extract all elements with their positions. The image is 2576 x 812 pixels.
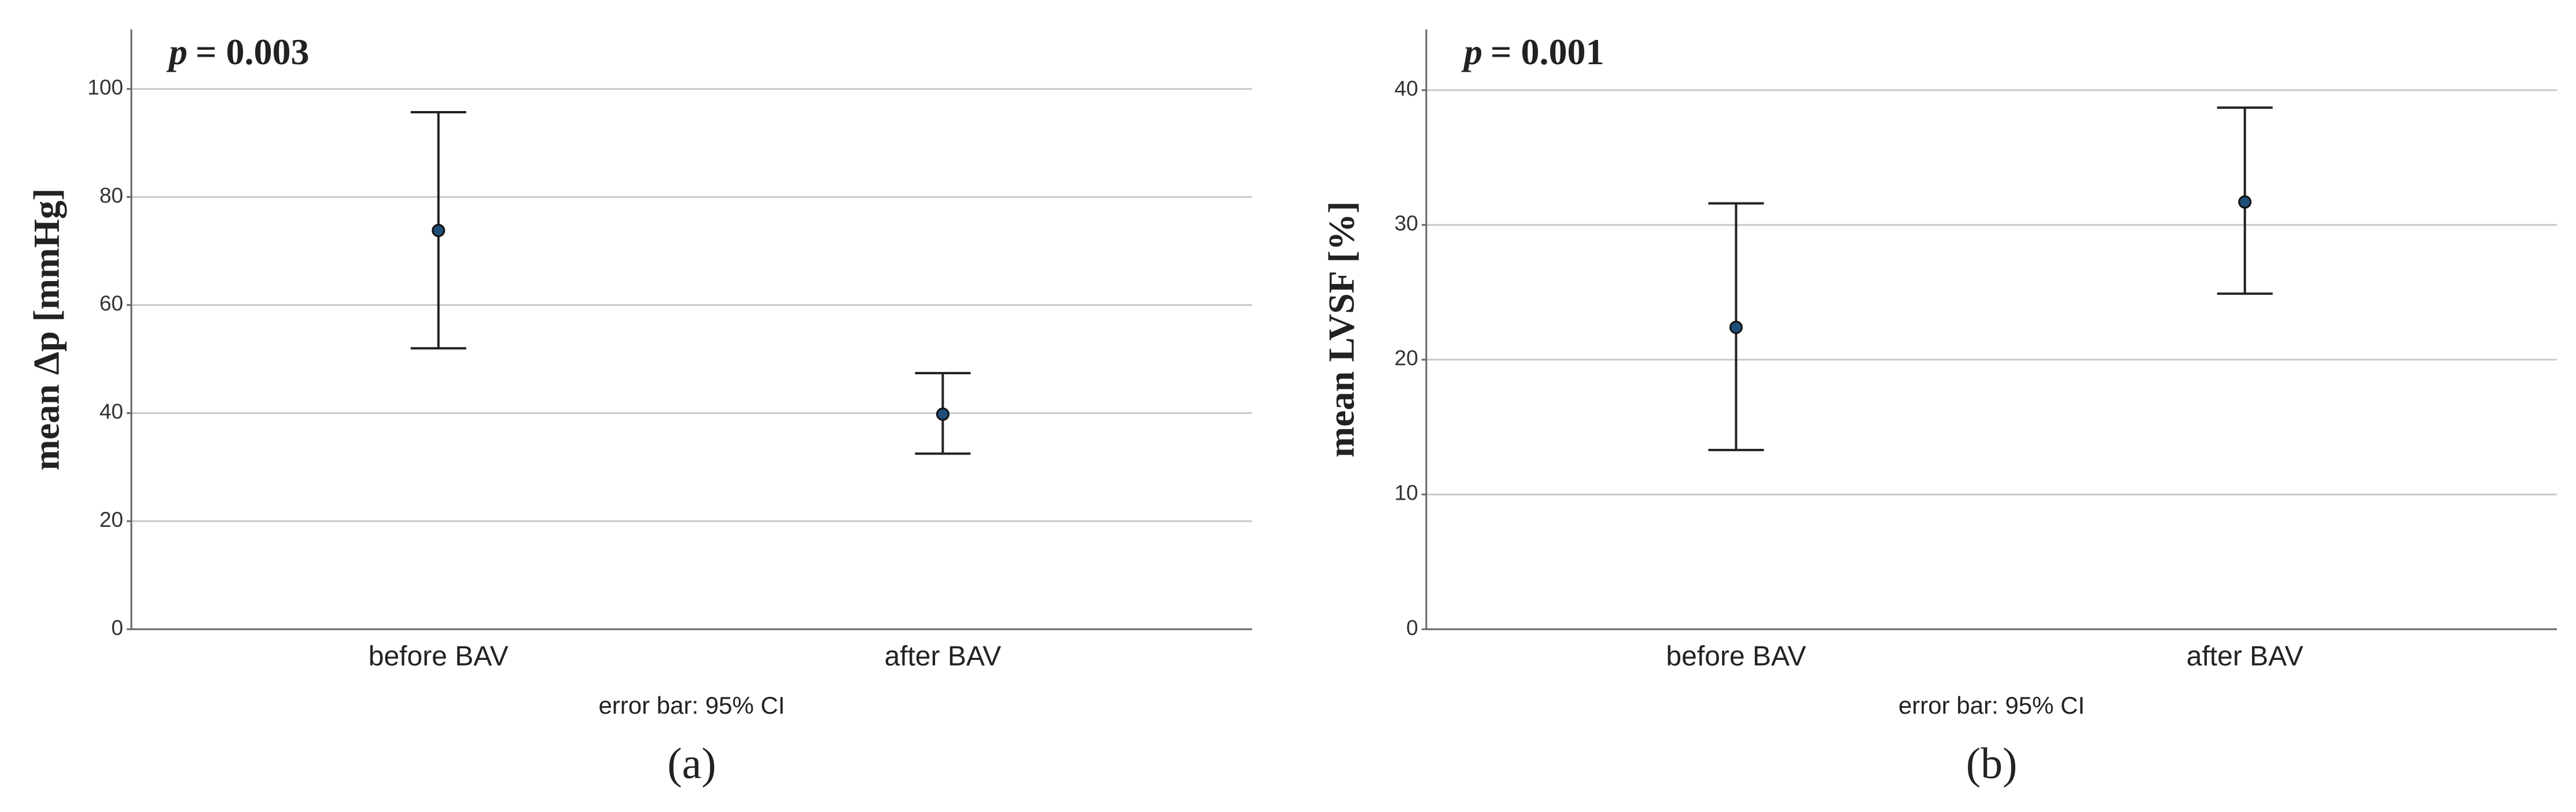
x-axis-label: error bar: 95% CI xyxy=(1898,692,2085,719)
annotation: p = 0.001 xyxy=(1461,31,1604,72)
y-tick-label: 100 xyxy=(87,76,123,99)
y-tick-label: 30 xyxy=(1394,212,1418,235)
mean-point xyxy=(936,407,950,421)
y-tick-label: 20 xyxy=(100,508,123,532)
annotation-text: = 0.003 xyxy=(196,31,309,72)
y-tick-label: 60 xyxy=(100,291,123,315)
y-tick-label: 20 xyxy=(1394,346,1418,370)
y-tick-label: 0 xyxy=(1406,616,1418,640)
x-tick-label: before BAV xyxy=(1666,641,1806,672)
annotation-var: p xyxy=(166,31,187,72)
x-tick-label: after BAV xyxy=(2187,641,2303,672)
y-tick-label: 80 xyxy=(100,183,123,207)
y-tick-label: 40 xyxy=(100,400,123,423)
y-axis-label: mean Δp [mmHg] xyxy=(26,188,67,470)
x-axis-label: error bar: 95% CI xyxy=(598,692,785,719)
mean-point xyxy=(1729,320,1743,334)
annotation-text: = 0.001 xyxy=(1491,31,1604,72)
annotation-var: p xyxy=(1461,31,1482,72)
y-axis-label: mean LVSF [%] xyxy=(1321,201,1362,457)
y-tick-label: 0 xyxy=(111,616,123,640)
mean-point xyxy=(432,224,446,238)
y-tick-label: 10 xyxy=(1394,481,1418,505)
annotation: p = 0.003 xyxy=(166,31,309,72)
mean-point xyxy=(2238,195,2252,209)
x-tick-label: before BAV xyxy=(369,641,509,672)
x-tick-label: after BAV xyxy=(884,641,1001,672)
panel-label: (b) xyxy=(1966,739,2018,788)
y-tick-label: 40 xyxy=(1394,77,1418,101)
panel-label: (a) xyxy=(667,739,716,788)
